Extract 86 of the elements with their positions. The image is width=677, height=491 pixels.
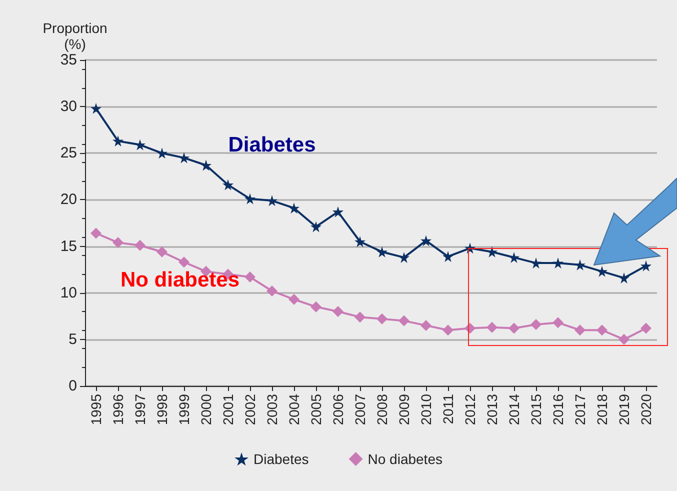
x-tick-label: 2003 [264,394,280,426]
point [266,195,278,206]
point [90,228,102,239]
x-tick-label: 1998 [154,394,170,426]
point [640,260,652,272]
x-tick-label: 2013 [484,394,500,426]
x-tick-label: 2019 [616,394,632,426]
x-tick-label: 2016 [550,394,566,426]
point [596,266,608,277]
point [332,206,344,218]
point [244,193,256,204]
point [618,334,630,345]
point [134,240,146,251]
point [310,221,322,232]
x-tick-label: 2014 [506,394,522,426]
x-tick-label: 2015 [528,394,544,426]
point [156,246,168,258]
x-tick-label: 2010 [418,394,434,426]
point [618,272,630,284]
x-tick-label: 2000 [198,394,214,426]
x-tick-label: 2002 [242,394,258,426]
point [574,324,586,336]
point [200,160,212,171]
y-tick-label: 0 [68,378,77,394]
y-tick-label: 20 [60,191,77,208]
point [486,246,498,258]
annotation: No diabetes [120,268,240,292]
point [442,251,454,262]
x-tick-label: 2011 [440,394,456,424]
x-tick-label: 1999 [176,394,192,426]
point [288,294,300,305]
point [508,322,520,334]
point [354,312,366,323]
point [156,148,168,159]
point [112,136,124,147]
point [332,306,344,317]
point [530,319,542,330]
point [178,256,190,268]
y-tick-label: 15 [60,238,77,255]
y-tick-label: 5 [68,330,77,348]
point [398,252,410,263]
point [552,317,564,328]
y-tick-label: 35 [60,52,77,68]
x-tick-label: 2001 [220,394,236,426]
point [596,324,608,336]
x-tick-label: 2017 [572,394,588,426]
point [354,236,366,248]
point [574,259,586,270]
point [442,324,454,336]
point [266,285,278,296]
point [508,252,520,263]
point [552,258,564,269]
y-tick-label: 30 [60,98,77,116]
x-tick-label: 2004 [286,394,302,426]
point [486,322,498,333]
point [222,179,234,190]
point [112,237,124,248]
point [640,322,652,334]
point [398,315,410,326]
point [420,320,432,331]
point [376,246,388,258]
x-tick-label: 1996 [110,394,126,426]
x-tick-label: 1997 [132,394,148,426]
annotation: Diabetes [228,134,316,156]
legend-label: Diabetes [254,451,309,467]
y-tick-label: 10 [60,284,77,302]
point [310,301,322,312]
point [530,258,542,269]
x-tick-label: 2009 [396,394,412,426]
x-tick-label: 1995 [88,394,104,426]
point [288,202,300,214]
x-tick-label: 2008 [374,394,390,426]
point [178,152,190,164]
y-tick-label: 25 [60,144,77,162]
point [420,235,432,246]
x-tick-label: 2012 [462,394,478,426]
x-tick-label: 2007 [352,394,368,426]
point [244,272,256,283]
point [376,313,388,324]
y-axis-title: Proportion (%) [42,20,108,52]
x-tick-label: 2006 [330,394,346,426]
x-tick-label: 2005 [308,394,324,426]
legend-label: No diabetes [368,451,442,467]
x-tick-label: 2018 [594,394,610,426]
point [90,102,102,114]
x-tick-label: 2020 [638,394,654,426]
